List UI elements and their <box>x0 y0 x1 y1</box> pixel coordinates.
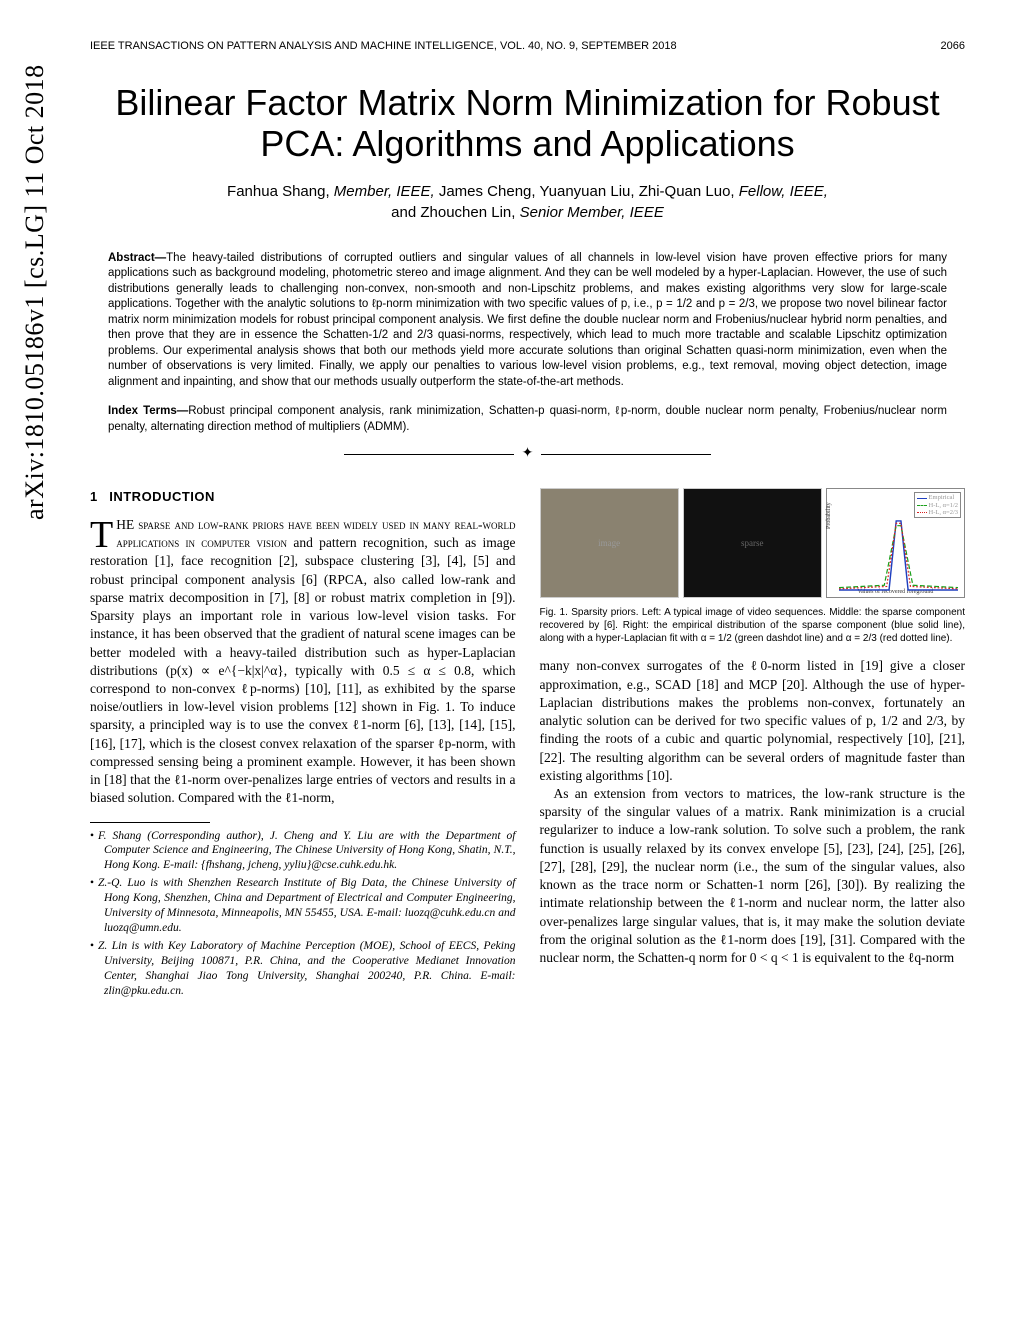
figure-1-middle-panel: sparse <box>683 488 822 598</box>
figure-1-right-panel: Empirical H-L, α=1/2 H-L, α=2/3 Probabil… <box>826 488 965 598</box>
figure-1-panels: image sparse Empirical H-L, α=1/2 H-L, α… <box>540 488 966 598</box>
author-text-3: and Zhouchen Lin, <box>391 204 519 221</box>
right-column: image sparse Empirical H-L, α=1/2 H-L, α… <box>540 488 966 1001</box>
author-role-1: Member, IEEE, <box>334 183 435 200</box>
body-text-1: and pattern recognition, such as image r… <box>90 535 516 805</box>
two-column-body: 1 INTRODUCTION THE sparse and low-rank pr… <box>90 488 965 1001</box>
abstract: Abstract—The heavy-tailed distributions … <box>108 251 947 391</box>
affiliation-1: •F. Shang (Corresponding author), J. Che… <box>90 829 516 874</box>
index-terms: Index Terms—Robust principal component a… <box>108 404 947 435</box>
paper-page: arXiv:1810.05186v1 [cs.LG] 11 Oct 2018 I… <box>0 0 1020 1042</box>
page-number: 2066 <box>941 40 965 52</box>
index-terms-label: Index Terms— <box>108 405 188 417</box>
section-divider: ✦ <box>90 445 965 462</box>
legend-label-2: H-L, α=1/2 <box>929 502 958 509</box>
index-terms-text: Robust principal component analysis, ran… <box>108 405 947 433</box>
right-para-2: As an extension from vectors to matrices… <box>540 785 966 967</box>
author-affiliations: •F. Shang (Corresponding author), J. Che… <box>90 829 516 999</box>
section-title: INTRODUCTION <box>109 489 215 504</box>
chart-curves <box>839 509 958 592</box>
figure-1-left-panel: image <box>540 488 679 598</box>
author-role-2: Fellow, IEEE, <box>739 183 828 200</box>
dropcap: T <box>90 516 116 550</box>
right-para-1: many non-convex surrogates of the ℓ0-nor… <box>540 657 966 785</box>
author-role-3: Senior Member, IEEE <box>520 204 664 221</box>
section-heading: 1 INTRODUCTION <box>90 488 516 506</box>
abstract-text: The heavy-tailed distributions of corrup… <box>108 252 947 388</box>
legend-swatch-empirical <box>917 498 927 499</box>
legend-swatch-hl12 <box>917 505 927 506</box>
journal-info: IEEE TRANSACTIONS ON PATTERN ANALYSIS AN… <box>90 40 677 52</box>
figure-1: image sparse Empirical H-L, α=1/2 H-L, α… <box>540 488 966 645</box>
paper-title: Bilinear Factor Matrix Norm Minimization… <box>90 82 965 165</box>
section-number: 1 <box>90 489 97 504</box>
author-text-1: Fanhua Shang, <box>227 183 334 200</box>
footnote-rule <box>90 822 210 823</box>
author-text-2: James Cheng, Yuanyuan Liu, Zhi-Quan Luo, <box>435 183 739 200</box>
arxiv-identifier: arXiv:1810.05186v1 [cs.LG] 11 Oct 2018 <box>20 64 50 520</box>
figure-1-caption: Fig. 1. Sparsity priors. Left: A typical… <box>540 606 966 645</box>
running-header: IEEE TRANSACTIONS ON PATTERN ANALYSIS AN… <box>90 40 965 52</box>
chart-ylabel: Probability <box>825 503 833 530</box>
author-list: Fanhua Shang, Member, IEEE, James Cheng,… <box>90 181 965 223</box>
legend-label-1: Empirical <box>929 494 955 501</box>
affiliation-2: •Z.-Q. Luo is with Shenzhen Research Ins… <box>90 876 516 936</box>
intro-paragraph: THE sparse and low-rank priors have been… <box>90 516 516 808</box>
left-column: 1 INTRODUCTION THE sparse and low-rank pr… <box>90 488 516 1001</box>
abstract-label: Abstract— <box>108 252 166 264</box>
affiliation-3: •Z. Lin is with Key Laboratory of Machin… <box>90 939 516 999</box>
